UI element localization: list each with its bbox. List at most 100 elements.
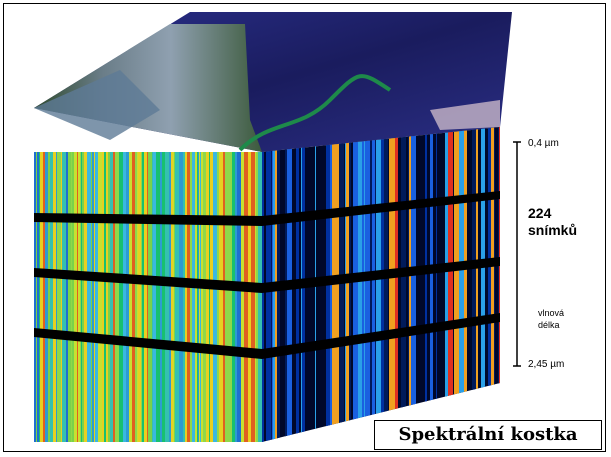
- front-stripe: [192, 152, 195, 442]
- front-stripe: [180, 152, 183, 442]
- side-stripe: [472, 127, 476, 442]
- band-count-number: 224: [528, 205, 552, 221]
- front-stripe: [200, 152, 201, 442]
- side-stripe: [339, 127, 344, 442]
- front-stripe: [169, 152, 171, 442]
- wavelength-end-label: 2,45 µm: [528, 359, 565, 370]
- side-stripe: [436, 127, 437, 442]
- side-stripe: [362, 127, 364, 442]
- wavelength-axis-label: vlnová délka: [538, 307, 564, 331]
- front-stripe: [244, 152, 248, 442]
- side-stripe: [411, 127, 416, 442]
- side-stripe: [401, 127, 406, 442]
- front-stripe: [68, 152, 71, 442]
- front-stripe: [104, 152, 106, 442]
- front-stripe: [66, 152, 68, 442]
- front-stripe: [210, 152, 213, 442]
- front-stripe: [56, 152, 57, 442]
- side-stripe: [448, 127, 453, 442]
- front-stripe: [251, 152, 255, 442]
- land-patch-east: [430, 100, 500, 130]
- side-stripe: [358, 127, 362, 442]
- front-stripe: [142, 152, 144, 442]
- land-patch-west: [34, 70, 160, 140]
- front-stripe: [153, 152, 156, 442]
- front-stripe: [159, 152, 160, 442]
- side-stripe: [499, 127, 500, 442]
- front-stripe: [256, 152, 258, 442]
- front-stripe: [77, 152, 78, 442]
- front-stripe: [135, 152, 137, 442]
- front-stripe: [201, 152, 203, 442]
- side-stripe: [337, 127, 339, 442]
- front-stripe: [102, 152, 104, 442]
- front-stripe: [223, 152, 225, 442]
- front-stripe: [229, 152, 232, 442]
- front-stripe: [248, 152, 251, 442]
- front-stripe: [82, 152, 84, 442]
- front-stripe: [174, 152, 175, 442]
- front-stripe: [165, 152, 169, 442]
- front-stripe: [198, 152, 199, 442]
- side-stripe: [464, 127, 467, 442]
- side-stripe: [476, 127, 478, 442]
- front-stripe: [110, 152, 113, 442]
- front-stripe: [92, 152, 94, 442]
- front-stripe: [213, 152, 217, 442]
- front-stripe: [78, 152, 80, 442]
- front-stripe: [219, 152, 223, 442]
- front-stripe: [87, 152, 91, 442]
- side-stripe: [375, 127, 376, 442]
- band-count-label: 224 snímků: [528, 205, 577, 239]
- front-stripe: [40, 152, 43, 442]
- figure-title: Spektrální kostka: [374, 420, 602, 450]
- front-stripe: [195, 152, 197, 442]
- front-stripe: [95, 152, 98, 442]
- front-stripe: [57, 152, 61, 442]
- front-stripe: [45, 152, 48, 442]
- front-stripe: [255, 152, 256, 442]
- band-gap-upper: [34, 191, 500, 226]
- front-stripe: [190, 152, 192, 442]
- front-stripe: [81, 152, 82, 442]
- band-gap-lowest: [34, 313, 500, 359]
- front-stripe: [209, 152, 210, 442]
- side-stripe: [389, 127, 391, 442]
- front-stripe: [61, 152, 62, 442]
- front-stripe: [162, 152, 165, 442]
- front-stripe: [71, 152, 72, 442]
- front-face-spectral-stripes: [34, 152, 262, 442]
- front-stripe: [183, 152, 185, 442]
- front-stripe: [147, 152, 148, 442]
- band-count-word: snímků: [528, 222, 578, 238]
- front-stripe: [160, 152, 161, 442]
- front-stripe: [37, 152, 39, 442]
- front-stripe: [179, 152, 180, 442]
- river: [238, 74, 392, 152]
- front-stripe: [98, 152, 102, 442]
- side-stripe: [346, 127, 349, 442]
- side-stripe: [409, 127, 411, 442]
- front-stripe: [91, 152, 92, 442]
- front-stripe: [123, 152, 126, 442]
- front-stripe: [235, 152, 237, 442]
- front-stripe: [138, 152, 141, 442]
- front-stripe: [232, 152, 235, 442]
- front-stripe: [206, 152, 209, 442]
- front-stripe: [199, 152, 200, 442]
- side-stripe: [425, 127, 427, 442]
- side-stripe: [395, 127, 398, 442]
- front-stripe: [173, 152, 174, 442]
- side-stripe: [332, 127, 337, 442]
- front-stripe: [261, 152, 262, 442]
- front-stripe: [74, 152, 77, 442]
- front-stripe: [241, 152, 244, 442]
- side-stripe: [364, 127, 365, 442]
- front-stripe: [106, 152, 108, 442]
- side-stripe: [459, 127, 464, 442]
- side-stripe: [498, 127, 499, 442]
- side-stripe: [381, 127, 384, 442]
- band-gap-lower: [34, 257, 500, 293]
- front-stripe: [141, 152, 142, 442]
